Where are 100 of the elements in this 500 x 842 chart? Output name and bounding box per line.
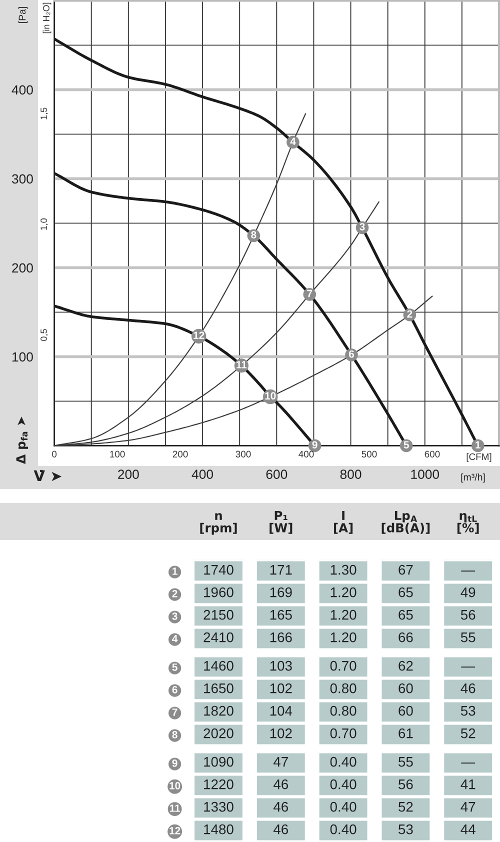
y-axis-title: [Pa]	[18, 7, 28, 23]
y-tick-label: 5	[172, 664, 178, 671]
x-tick-label: 1000	[411, 470, 440, 480]
x-axis-title: [m³/h]	[461, 473, 485, 483]
text: 0.70	[330, 728, 356, 738]
text: V̇ ➤	[34, 470, 62, 482]
text: 60	[398, 683, 413, 694]
text: 44	[460, 824, 476, 834]
text: 166	[270, 632, 292, 642]
x-tick-label: 400	[192, 470, 214, 480]
x-tick-label: 600	[266, 470, 288, 480]
text: 52	[460, 728, 476, 738]
text: 102	[270, 728, 292, 738]
annotation: 7	[307, 290, 312, 298]
y-tick-label: 10	[170, 782, 180, 790]
text: 46	[460, 683, 476, 694]
text: 46	[273, 802, 288, 812]
x2-axis-title: [CFM]	[466, 453, 492, 462]
y2-tick-label: 0,5	[40, 329, 48, 341]
text: 47	[273, 757, 288, 767]
text: 56	[460, 610, 476, 620]
text: 67	[398, 564, 413, 575]
text: 104	[270, 706, 292, 716]
y2-axis-title: [in H₂O]	[42, 2, 52, 34]
y2-tick-label: 1,5	[40, 108, 48, 120]
y-tick-label: 100	[12, 352, 33, 362]
y-tick-label: 11	[170, 804, 180, 812]
text: 47	[460, 802, 476, 812]
text: 55	[460, 632, 476, 642]
y-tick-label: 12	[170, 827, 180, 834]
text: 1960	[204, 587, 234, 598]
y-tick-label: 6	[172, 686, 178, 694]
annotation: 2	[407, 310, 412, 318]
text: 1480	[204, 824, 234, 834]
annotation: 11	[236, 361, 247, 368]
x-tick-label: Lp$_{A}$ [dB(A)]	[382, 510, 430, 534]
annotation: 1	[476, 441, 480, 448]
text: 53	[460, 706, 476, 716]
x2-tick-label: 500	[362, 450, 377, 458]
text: 0.40	[330, 824, 356, 834]
x-tick-label: I [A]	[334, 511, 353, 534]
text: 65	[398, 587, 413, 598]
text: 0.40	[330, 779, 356, 790]
text: 1330	[204, 802, 234, 812]
annotation: 5	[404, 441, 409, 448]
text: 1.20	[330, 610, 356, 620]
text: 0.80	[330, 706, 356, 716]
text: 169	[270, 587, 292, 598]
y-tick-label: 300	[12, 174, 33, 184]
annotation: 12	[194, 332, 204, 339]
annotation: 9	[312, 441, 318, 448]
y-tick-label: 2	[172, 590, 178, 598]
text: 0.80	[330, 683, 356, 694]
x2-tick-label: 600	[424, 450, 440, 458]
text: 1.20	[330, 632, 356, 642]
text: 61	[398, 728, 413, 738]
text: —	[461, 570, 476, 572]
text: 1820	[204, 706, 234, 716]
x-tick-label: 800	[340, 470, 362, 480]
text: 46	[273, 824, 288, 834]
text: 103	[270, 660, 292, 671]
y-tick-label: 9	[172, 760, 178, 767]
x-tick-label: n [rpm]	[200, 513, 237, 535]
text: 171	[270, 565, 292, 575]
text: 62	[398, 660, 413, 671]
y-tick-label: 3	[172, 612, 178, 620]
text: 102	[270, 683, 292, 694]
text: 65	[398, 610, 413, 620]
text: 1.30	[330, 564, 356, 575]
text: 165	[270, 610, 292, 620]
text: 1740	[204, 564, 234, 575]
x2-tick-label: 300	[236, 450, 251, 458]
text: 1460	[204, 660, 234, 671]
annotation: 8	[251, 231, 256, 238]
text: 2020	[204, 728, 234, 738]
y-tick-label: 4	[172, 635, 178, 642]
text: 0.70	[330, 660, 356, 671]
text: 41	[460, 780, 476, 790]
text: 1090	[204, 756, 234, 767]
annotation: 10	[265, 392, 276, 400]
y2-tick-label: 1,0	[40, 218, 48, 230]
x2-tick-label: 0	[52, 450, 57, 458]
x2-tick-label: 400	[298, 450, 314, 458]
x-tick-label: P₁ [W]	[270, 511, 292, 534]
text: 52	[398, 802, 413, 812]
text: 56	[398, 779, 413, 790]
y-tick-label: 8	[172, 731, 178, 738]
y-tick-label: 200	[12, 263, 33, 273]
text: 53	[398, 824, 413, 834]
annotation: 4	[290, 138, 296, 145]
text: 1.20	[330, 587, 356, 598]
x-tick-label: η$_{tL}$ [%]	[457, 513, 479, 534]
y-tick-label: 400	[12, 85, 33, 95]
text: 49	[460, 587, 476, 598]
text: 60	[398, 706, 413, 716]
text: 2410	[204, 632, 234, 642]
text: 2150	[204, 610, 234, 620]
text: 66	[398, 632, 413, 642]
y-tick-label: 1	[172, 568, 178, 575]
x-tick-label: 200	[118, 470, 139, 480]
